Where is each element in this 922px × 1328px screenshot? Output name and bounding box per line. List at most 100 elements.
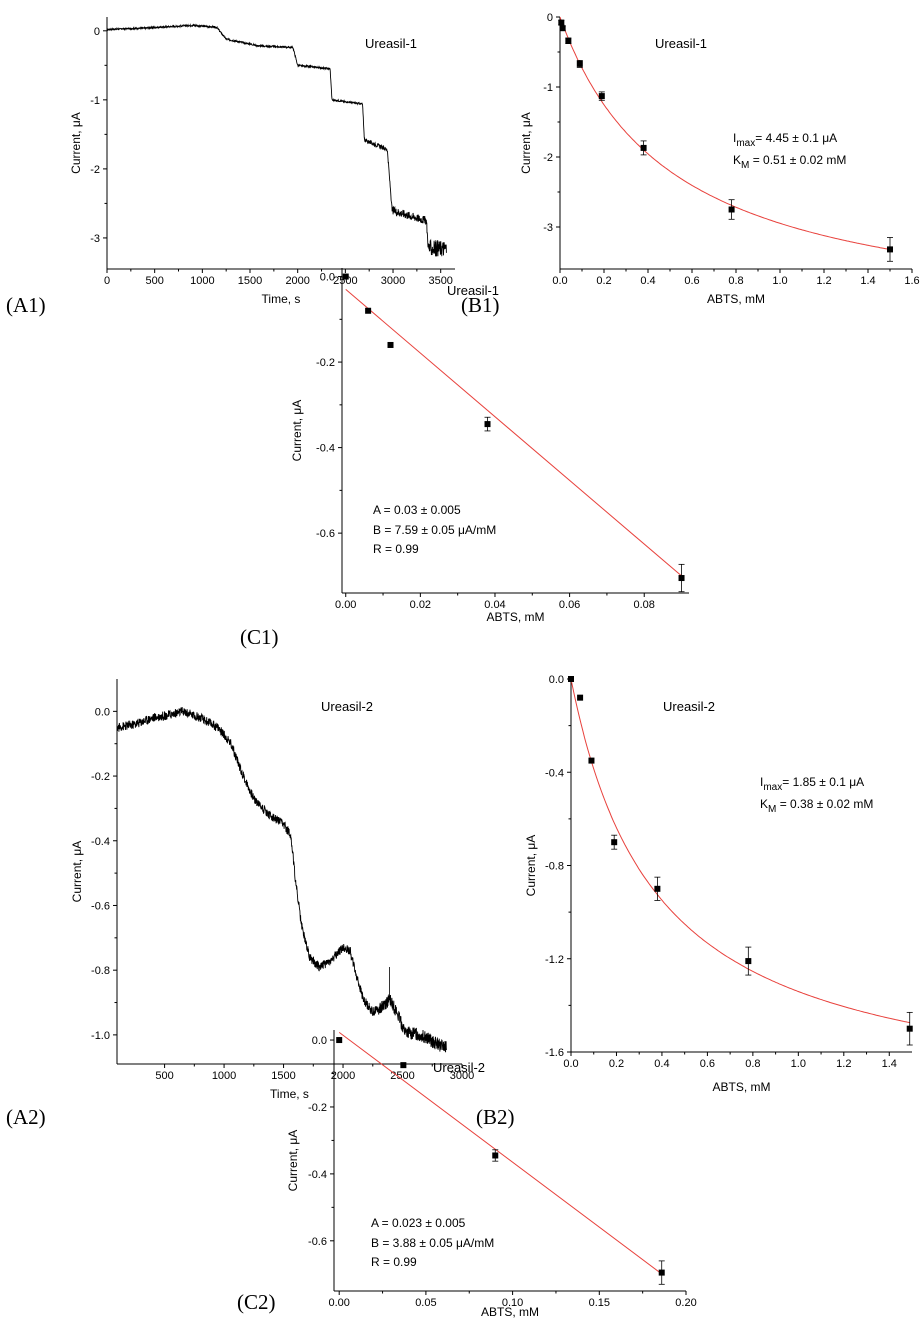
y-tick-label: -0.4 bbox=[545, 767, 564, 779]
x-axis-label: ABTS, mM bbox=[707, 292, 765, 306]
y-tick-label: 0 bbox=[94, 26, 100, 38]
chart-B1: 0.0 0.2 0.4 0.6 0.8 1.0 1.2 1.4 1.6 0 -1 -2 -3 ABTS, … bbox=[461, 12, 920, 317]
y-tick-label: 0.0 bbox=[95, 706, 110, 718]
x-tick-label: 1500 bbox=[271, 1070, 295, 1082]
y-tick-label: 0.0 bbox=[312, 1035, 327, 1047]
data-point bbox=[558, 19, 565, 26]
y-axis-label: Current, μA bbox=[519, 112, 533, 174]
data-point bbox=[658, 1269, 665, 1276]
x-tick-label: 0.4 bbox=[640, 275, 655, 287]
x-tick-label: 0.00 bbox=[328, 1297, 349, 1309]
x-tick-label: 0.2 bbox=[596, 275, 611, 287]
chart-title: Ureasil-2 bbox=[321, 699, 373, 714]
fit-line bbox=[571, 678, 910, 1024]
plot-area bbox=[338, 1031, 663, 1275]
y-axis-label: Current, μA bbox=[524, 835, 538, 897]
chart-title: Ureasil-1 bbox=[447, 283, 499, 298]
data-point bbox=[336, 1037, 343, 1044]
data-point bbox=[654, 885, 661, 892]
y-tick-label: 0 bbox=[547, 12, 553, 24]
y-tick-label: -0.6 bbox=[308, 1236, 327, 1248]
x-tick-label: 1000 bbox=[212, 1070, 236, 1082]
chart-A2: 500 1000 1500 2000 2500 3000 0.0 -0.2 -0.4 -0.6 -0… bbox=[6, 679, 474, 1129]
y-tick-label: -1 bbox=[543, 82, 553, 94]
y-tick-label: -0.2 bbox=[316, 357, 335, 369]
x-tick-label: 500 bbox=[145, 275, 163, 287]
imax-annotation: Imax= 1.85 ± 0.1 μA bbox=[760, 775, 864, 793]
fit-stat: B = 7.59 ± 0.05 μA/mM bbox=[373, 523, 496, 537]
plot-area bbox=[345, 289, 682, 577]
y-axis-label: Current, μA bbox=[69, 112, 83, 174]
x-tick-label: 1000 bbox=[190, 275, 214, 287]
x-tick-label: 0.8 bbox=[728, 275, 743, 287]
plot-area bbox=[117, 706, 447, 1053]
x-tick-label: 0.04 bbox=[484, 599, 505, 611]
y-tick-label: -0.2 bbox=[308, 1102, 327, 1114]
fit-line bbox=[560, 16, 891, 250]
chart-title: Ureasil-1 bbox=[365, 36, 417, 51]
data-point bbox=[906, 1025, 913, 1032]
data-point bbox=[568, 676, 574, 682]
x-tick-label: 0.4 bbox=[654, 1058, 669, 1070]
x-tick-label: 0.00 bbox=[335, 599, 356, 611]
data-point bbox=[745, 958, 752, 965]
x-tick-label: 2500 bbox=[333, 275, 357, 287]
x-tick-label: 2000 bbox=[331, 1070, 355, 1082]
km-annotation: KM = 0.38 ± 0.02 mM bbox=[760, 797, 873, 815]
x-axis-label: ABTS, mM bbox=[486, 610, 544, 624]
chart-title: Ureasil-1 bbox=[655, 36, 707, 51]
panel-label: (A1) bbox=[6, 293, 46, 317]
x-tick-label: 0.08 bbox=[634, 599, 655, 611]
panel-label: (A2) bbox=[6, 1105, 46, 1129]
data-point bbox=[400, 1062, 407, 1069]
fit-stat: R = 0.99 bbox=[371, 1255, 417, 1269]
data-point bbox=[342, 273, 349, 280]
chart-A1: 0 500 1000 1500 2000 2500 3000 3500 0 -1 -2 -3 Time,… bbox=[6, 17, 455, 317]
plot-area bbox=[560, 16, 891, 250]
x-axis-label: Time, s bbox=[262, 292, 301, 306]
x-tick-label: 0.02 bbox=[410, 599, 431, 611]
x-tick-label: 0.6 bbox=[700, 1058, 715, 1070]
data-point bbox=[728, 206, 735, 213]
data-point bbox=[611, 839, 618, 846]
y-tick-label: -3 bbox=[90, 233, 100, 245]
y-axis-label: Current, μA bbox=[290, 400, 304, 462]
panel-label: (B1) bbox=[461, 293, 500, 317]
data-point bbox=[492, 1152, 499, 1159]
fit-stat: R = 0.99 bbox=[373, 542, 419, 556]
trace-line bbox=[117, 706, 447, 1053]
imax-annotation: Imax= 4.45 ± 0.1 μA bbox=[733, 131, 837, 149]
x-tick-label: 1.6 bbox=[904, 275, 919, 287]
x-tick-label: 500 bbox=[155, 1070, 173, 1082]
y-tick-label: -0.8 bbox=[545, 861, 564, 873]
data-point bbox=[387, 341, 394, 348]
y-tick-label: 0.0 bbox=[549, 674, 564, 686]
fit-stat: A = 0.03 ± 0.005 bbox=[373, 503, 461, 517]
y-tick-label: 0.0 bbox=[320, 272, 335, 284]
plot-area bbox=[107, 23, 447, 257]
x-tick-label: 1.2 bbox=[836, 1058, 851, 1070]
x-tick-label: 1.2 bbox=[816, 275, 831, 287]
trace-line bbox=[107, 23, 447, 257]
y-tick-label: -0.4 bbox=[316, 443, 335, 455]
fit-stat: A = 0.023 ± 0.005 bbox=[371, 1216, 466, 1230]
chart-title: Ureasil-2 bbox=[663, 699, 715, 714]
data-point bbox=[484, 421, 491, 428]
fit-stat: B = 3.88 ± 0.05 μA/mM bbox=[371, 1236, 494, 1250]
x-tick-label: 1.0 bbox=[772, 275, 787, 287]
y-tick-label: -0.6 bbox=[316, 528, 335, 540]
y-tick-label: -2 bbox=[543, 152, 553, 164]
y-tick-label: -0.4 bbox=[308, 1169, 327, 1181]
y-tick-label: -1.6 bbox=[545, 1047, 564, 1059]
data-point bbox=[365, 307, 372, 314]
data-point bbox=[598, 93, 605, 100]
y-tick-label: -1.2 bbox=[545, 954, 564, 966]
y-tick-label: -2 bbox=[90, 164, 100, 176]
data-point bbox=[577, 694, 584, 701]
data-point bbox=[565, 37, 572, 44]
fit-line bbox=[345, 289, 682, 577]
chart-title: Ureasil-2 bbox=[433, 1060, 485, 1075]
x-tick-label: 0.10 bbox=[502, 1297, 523, 1309]
x-tick-label: 0.06 bbox=[559, 599, 580, 611]
